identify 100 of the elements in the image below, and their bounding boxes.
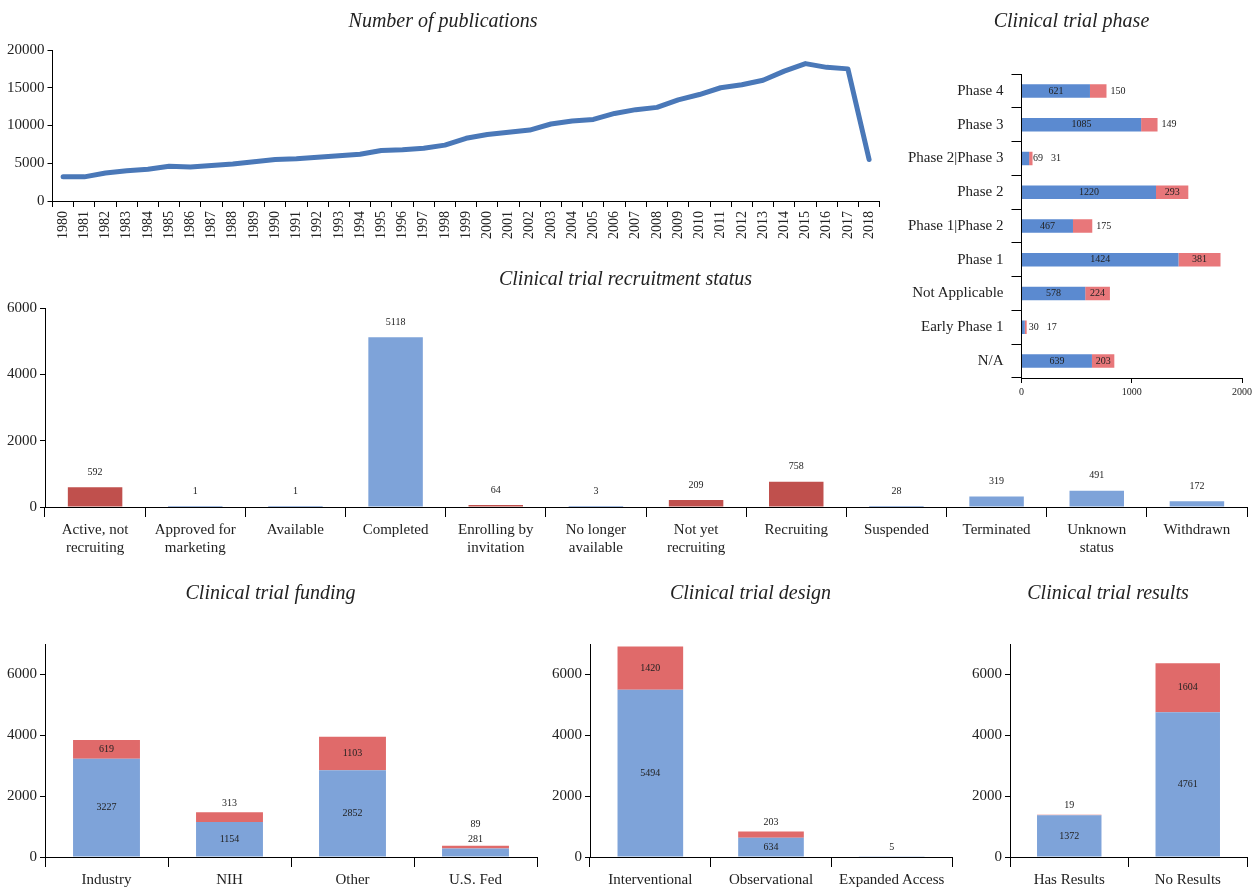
x-tick-label: 2017 bbox=[839, 211, 855, 239]
data-label: 5494 bbox=[640, 766, 661, 778]
x-tick-label: 1982 bbox=[97, 211, 113, 239]
x-tick-label: 1980 bbox=[54, 211, 70, 239]
data-label: 293 bbox=[1164, 185, 1180, 197]
x-tick-label: Suspended bbox=[863, 520, 930, 537]
bar bbox=[1169, 501, 1225, 507]
bar bbox=[617, 689, 684, 857]
x-tick-label: 1990 bbox=[266, 211, 282, 239]
bar bbox=[67, 487, 123, 507]
y-tick-label: 5000 bbox=[14, 154, 45, 171]
data-label: 203 bbox=[763, 816, 779, 828]
x-tick-label: Completed bbox=[362, 520, 429, 537]
x-tick-label: 1983 bbox=[118, 211, 134, 239]
x-tick-label: 2014 bbox=[775, 211, 791, 239]
x-tick-label: 1993 bbox=[330, 211, 346, 239]
x-tick-label: Other bbox=[335, 870, 370, 887]
data-label: 2852 bbox=[342, 806, 363, 818]
x-tick-label: Approved for marketing bbox=[154, 520, 236, 555]
x-tick-label: Available bbox=[266, 520, 325, 537]
data-label: 64 bbox=[490, 483, 501, 495]
x-tick-label: Observational bbox=[728, 870, 814, 887]
x-tick-label: 2018 bbox=[860, 211, 876, 239]
y-tick-label: 4000 bbox=[972, 726, 1002, 743]
x-tick-label: No Results bbox=[1154, 870, 1222, 887]
y-tick-label: 6000 bbox=[972, 665, 1002, 682]
bar bbox=[1178, 253, 1221, 267]
y-tick-label: 2000 bbox=[552, 787, 582, 804]
x-tick-label: 2009 bbox=[669, 211, 685, 239]
x-tick-label: 1000 bbox=[1121, 385, 1142, 397]
y-tick-label: Phase 2|Phase 3 bbox=[907, 149, 1004, 166]
y-tick-label: Not Applicable bbox=[912, 284, 1004, 301]
bar bbox=[1155, 712, 1220, 857]
data-label: 619 bbox=[99, 743, 114, 755]
bar bbox=[1021, 84, 1090, 98]
x-tick-label: 2010 bbox=[691, 211, 707, 239]
x-tick-label: 1988 bbox=[224, 211, 240, 239]
chart-title: Number of publications bbox=[347, 9, 538, 33]
data-label: 319 bbox=[989, 475, 1005, 487]
bar bbox=[1089, 84, 1107, 98]
data-label: 634 bbox=[763, 840, 779, 852]
data-label: 1085 bbox=[1071, 118, 1092, 130]
data-label: 172 bbox=[1189, 479, 1205, 491]
chart-title: Clinical trial phase bbox=[993, 9, 1150, 33]
data-label: 17 bbox=[1046, 320, 1057, 332]
x-tick-label: 2015 bbox=[797, 211, 813, 239]
y-tick-label: 2000 bbox=[972, 787, 1002, 804]
data-label: 3227 bbox=[96, 801, 117, 813]
bar bbox=[1021, 185, 1156, 199]
x-tick-label: 2011 bbox=[712, 211, 728, 239]
bar bbox=[1141, 117, 1158, 132]
data-label: 592 bbox=[87, 465, 103, 477]
x-tick-label: Not yet recruiting bbox=[666, 520, 726, 555]
data-label: 1420 bbox=[640, 661, 661, 673]
x-tick-label: 2007 bbox=[627, 211, 643, 239]
chart-title: Clinical trial design bbox=[669, 581, 832, 605]
x-tick-label: Active, not recruiting bbox=[61, 520, 130, 555]
x-tick-label: No longer available bbox=[565, 520, 627, 555]
data-label: 3 bbox=[593, 485, 599, 497]
chart-title: Clinical trial funding bbox=[185, 581, 356, 605]
bar bbox=[738, 837, 804, 857]
x-tick-label: 2005 bbox=[585, 211, 601, 239]
y-tick-label: 0 bbox=[574, 847, 582, 864]
bar bbox=[73, 739, 140, 759]
bar bbox=[1072, 219, 1093, 233]
data-label: 28 bbox=[891, 484, 902, 496]
x-tick-label: 1998 bbox=[436, 211, 452, 239]
y-tick-label: 0 bbox=[994, 847, 1002, 864]
bar bbox=[196, 812, 263, 822]
data-label: 209 bbox=[688, 478, 704, 490]
x-tick-label: Has Results bbox=[1033, 870, 1106, 887]
y-tick-label: 6000 bbox=[552, 665, 582, 682]
y-tick-label: 6000 bbox=[7, 665, 37, 682]
x-tick-label: 1985 bbox=[160, 211, 176, 239]
bar bbox=[319, 736, 386, 771]
x-tick-label: 2006 bbox=[606, 211, 622, 239]
bar bbox=[442, 848, 509, 857]
y-tick-label: 15000 bbox=[7, 78, 45, 95]
data-label: 1 bbox=[192, 485, 198, 497]
bar bbox=[738, 831, 804, 838]
x-tick-label: 1984 bbox=[139, 211, 155, 239]
x-tick-label: 1992 bbox=[309, 211, 325, 239]
data-label: 1 bbox=[292, 485, 298, 497]
chart-title: Clinical trial results bbox=[1027, 581, 1189, 604]
x-tick-label: 2013 bbox=[754, 211, 770, 239]
chart-title: Clinical trial recruitment status bbox=[498, 267, 753, 290]
bar bbox=[668, 500, 724, 507]
x-tick-label: 1987 bbox=[203, 211, 219, 239]
x-tick-label: 0 bbox=[1018, 385, 1024, 397]
y-tick-label: 0 bbox=[37, 191, 45, 208]
data-label: 639 bbox=[1049, 354, 1065, 366]
bar bbox=[196, 821, 263, 857]
y-tick-label: Phase 3 bbox=[957, 115, 1004, 132]
data-label: 30 bbox=[1028, 320, 1039, 332]
x-tick-label: Recruiting bbox=[764, 520, 829, 537]
data-label: 381 bbox=[1192, 253, 1207, 265]
data-label: 4761 bbox=[1177, 777, 1198, 789]
bar bbox=[1021, 253, 1179, 267]
data-label: 31 bbox=[1051, 152, 1062, 164]
y-tick-label: 4000 bbox=[7, 726, 37, 743]
